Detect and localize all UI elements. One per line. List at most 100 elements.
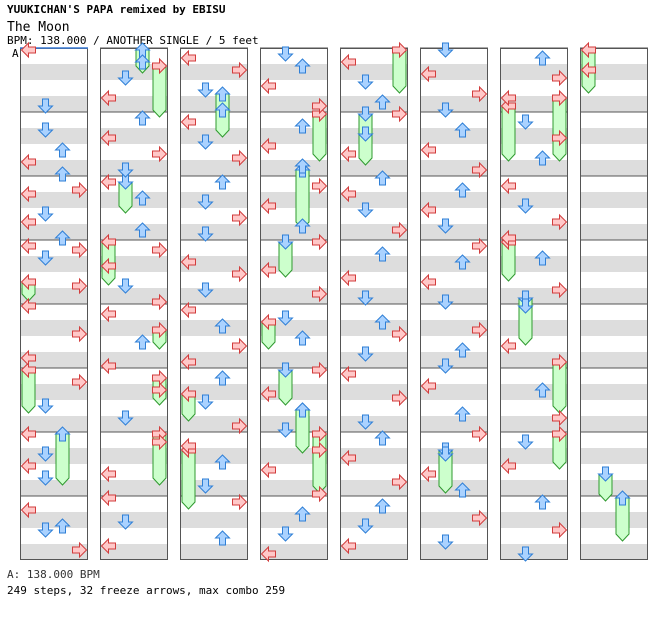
arrow-left-icon — [180, 301, 196, 319]
row-stripe — [580, 96, 648, 112]
row-stripe — [500, 128, 568, 144]
row-stripe — [580, 320, 648, 336]
arrow-right-icon — [72, 541, 88, 559]
row-stripe — [100, 480, 168, 496]
arrow-right-icon — [552, 89, 568, 107]
arrow-up-icon — [374, 314, 391, 330]
row-stripe — [340, 256, 408, 272]
row-stripe — [500, 448, 568, 464]
row-stripe — [180, 448, 248, 464]
arrow-left-icon — [20, 425, 36, 443]
row-stripe — [260, 160, 328, 176]
row-stripe — [340, 448, 408, 464]
row-stripe — [500, 416, 568, 432]
arrow-down-icon — [357, 518, 374, 534]
arrow-up-icon — [294, 158, 311, 174]
row-stripe — [100, 128, 168, 144]
arrow-down-icon — [37, 446, 54, 462]
arrow-left-icon — [260, 385, 276, 403]
row-stripe — [580, 416, 648, 432]
arrow-up-icon — [454, 406, 471, 422]
arrow-up-icon — [454, 482, 471, 498]
arrow-left-icon — [180, 385, 196, 403]
row-stripe — [20, 256, 88, 272]
arrow-left-icon — [500, 229, 516, 247]
row-stripe — [420, 320, 488, 336]
arrow-up-icon — [454, 182, 471, 198]
arrow-right-icon — [552, 425, 568, 443]
row-stripe — [180, 96, 248, 112]
arrow-left-icon — [100, 129, 116, 147]
column-border — [260, 48, 328, 560]
arrow-left-icon — [420, 377, 436, 395]
row-stripe — [260, 96, 328, 112]
arrow-left-icon — [420, 65, 436, 83]
arrow-right-icon — [392, 473, 408, 491]
arrow-right-icon — [552, 409, 568, 427]
arrow-up-icon — [54, 142, 71, 158]
arrow-up-icon — [214, 370, 231, 386]
arrow-right-icon — [232, 265, 248, 283]
arrow-down-icon — [517, 198, 534, 214]
row-stripe — [420, 256, 488, 272]
column-border — [100, 48, 168, 560]
arrow-down-icon — [357, 414, 374, 430]
row-stripe — [260, 448, 328, 464]
arrow-left-icon — [500, 177, 516, 195]
footer-bpm: A: 138.000 BPM — [7, 568, 100, 581]
row-stripe — [420, 352, 488, 368]
row-stripe — [420, 480, 488, 496]
arrow-down-icon — [37, 470, 54, 486]
arrow-down-icon — [357, 290, 374, 306]
row-stripe — [180, 256, 248, 272]
arrow-left-icon — [20, 153, 36, 171]
row-stripe — [500, 224, 568, 240]
arrow-down-icon — [197, 82, 214, 98]
arrow-right-icon — [152, 145, 168, 163]
row-stripe — [500, 320, 568, 336]
row-stripe — [20, 224, 88, 240]
arrow-right-icon — [552, 353, 568, 371]
row-stripe — [340, 480, 408, 496]
arrow-left-icon — [100, 89, 116, 107]
row-stripe — [20, 288, 88, 304]
column-border — [580, 48, 648, 560]
row-stripe — [420, 96, 488, 112]
arrow-down-icon — [357, 106, 374, 122]
row-stripe — [20, 192, 88, 208]
arrow-right-icon — [392, 105, 408, 123]
arrow-up-icon — [374, 246, 391, 262]
arrow-up-icon — [534, 382, 551, 398]
section-marker: A — [12, 47, 19, 60]
row-stripe — [260, 128, 328, 144]
arrow-up-icon — [374, 498, 391, 514]
row-stripe — [420, 512, 488, 528]
row-stripe — [500, 384, 568, 400]
row-stripe — [20, 480, 88, 496]
row-stripe — [500, 480, 568, 496]
row-stripe — [580, 544, 648, 560]
arrow-right-icon — [232, 149, 248, 167]
arrow-right-icon — [232, 493, 248, 511]
arrow-up-icon — [54, 166, 71, 182]
arrow-up-icon — [294, 58, 311, 74]
arrow-right-icon — [152, 321, 168, 339]
arrow-left-icon — [260, 197, 276, 215]
arrow-right-icon — [72, 241, 88, 259]
arrow-up-icon — [294, 218, 311, 234]
arrow-down-icon — [197, 226, 214, 242]
arrow-down-icon — [117, 70, 134, 86]
row-stripe — [420, 384, 488, 400]
row-stripe — [580, 448, 648, 464]
row-stripe — [260, 384, 328, 400]
arrow-left-icon — [100, 537, 116, 555]
row-stripe — [580, 192, 648, 208]
row-stripe — [20, 448, 88, 464]
column-border — [420, 48, 488, 560]
row-stripe — [340, 96, 408, 112]
arrow-left-icon — [100, 257, 116, 275]
arrow-up-icon — [454, 342, 471, 358]
arrow-left-icon — [260, 77, 276, 95]
arrow-down-icon — [277, 422, 294, 438]
arrow-left-icon — [20, 501, 36, 519]
